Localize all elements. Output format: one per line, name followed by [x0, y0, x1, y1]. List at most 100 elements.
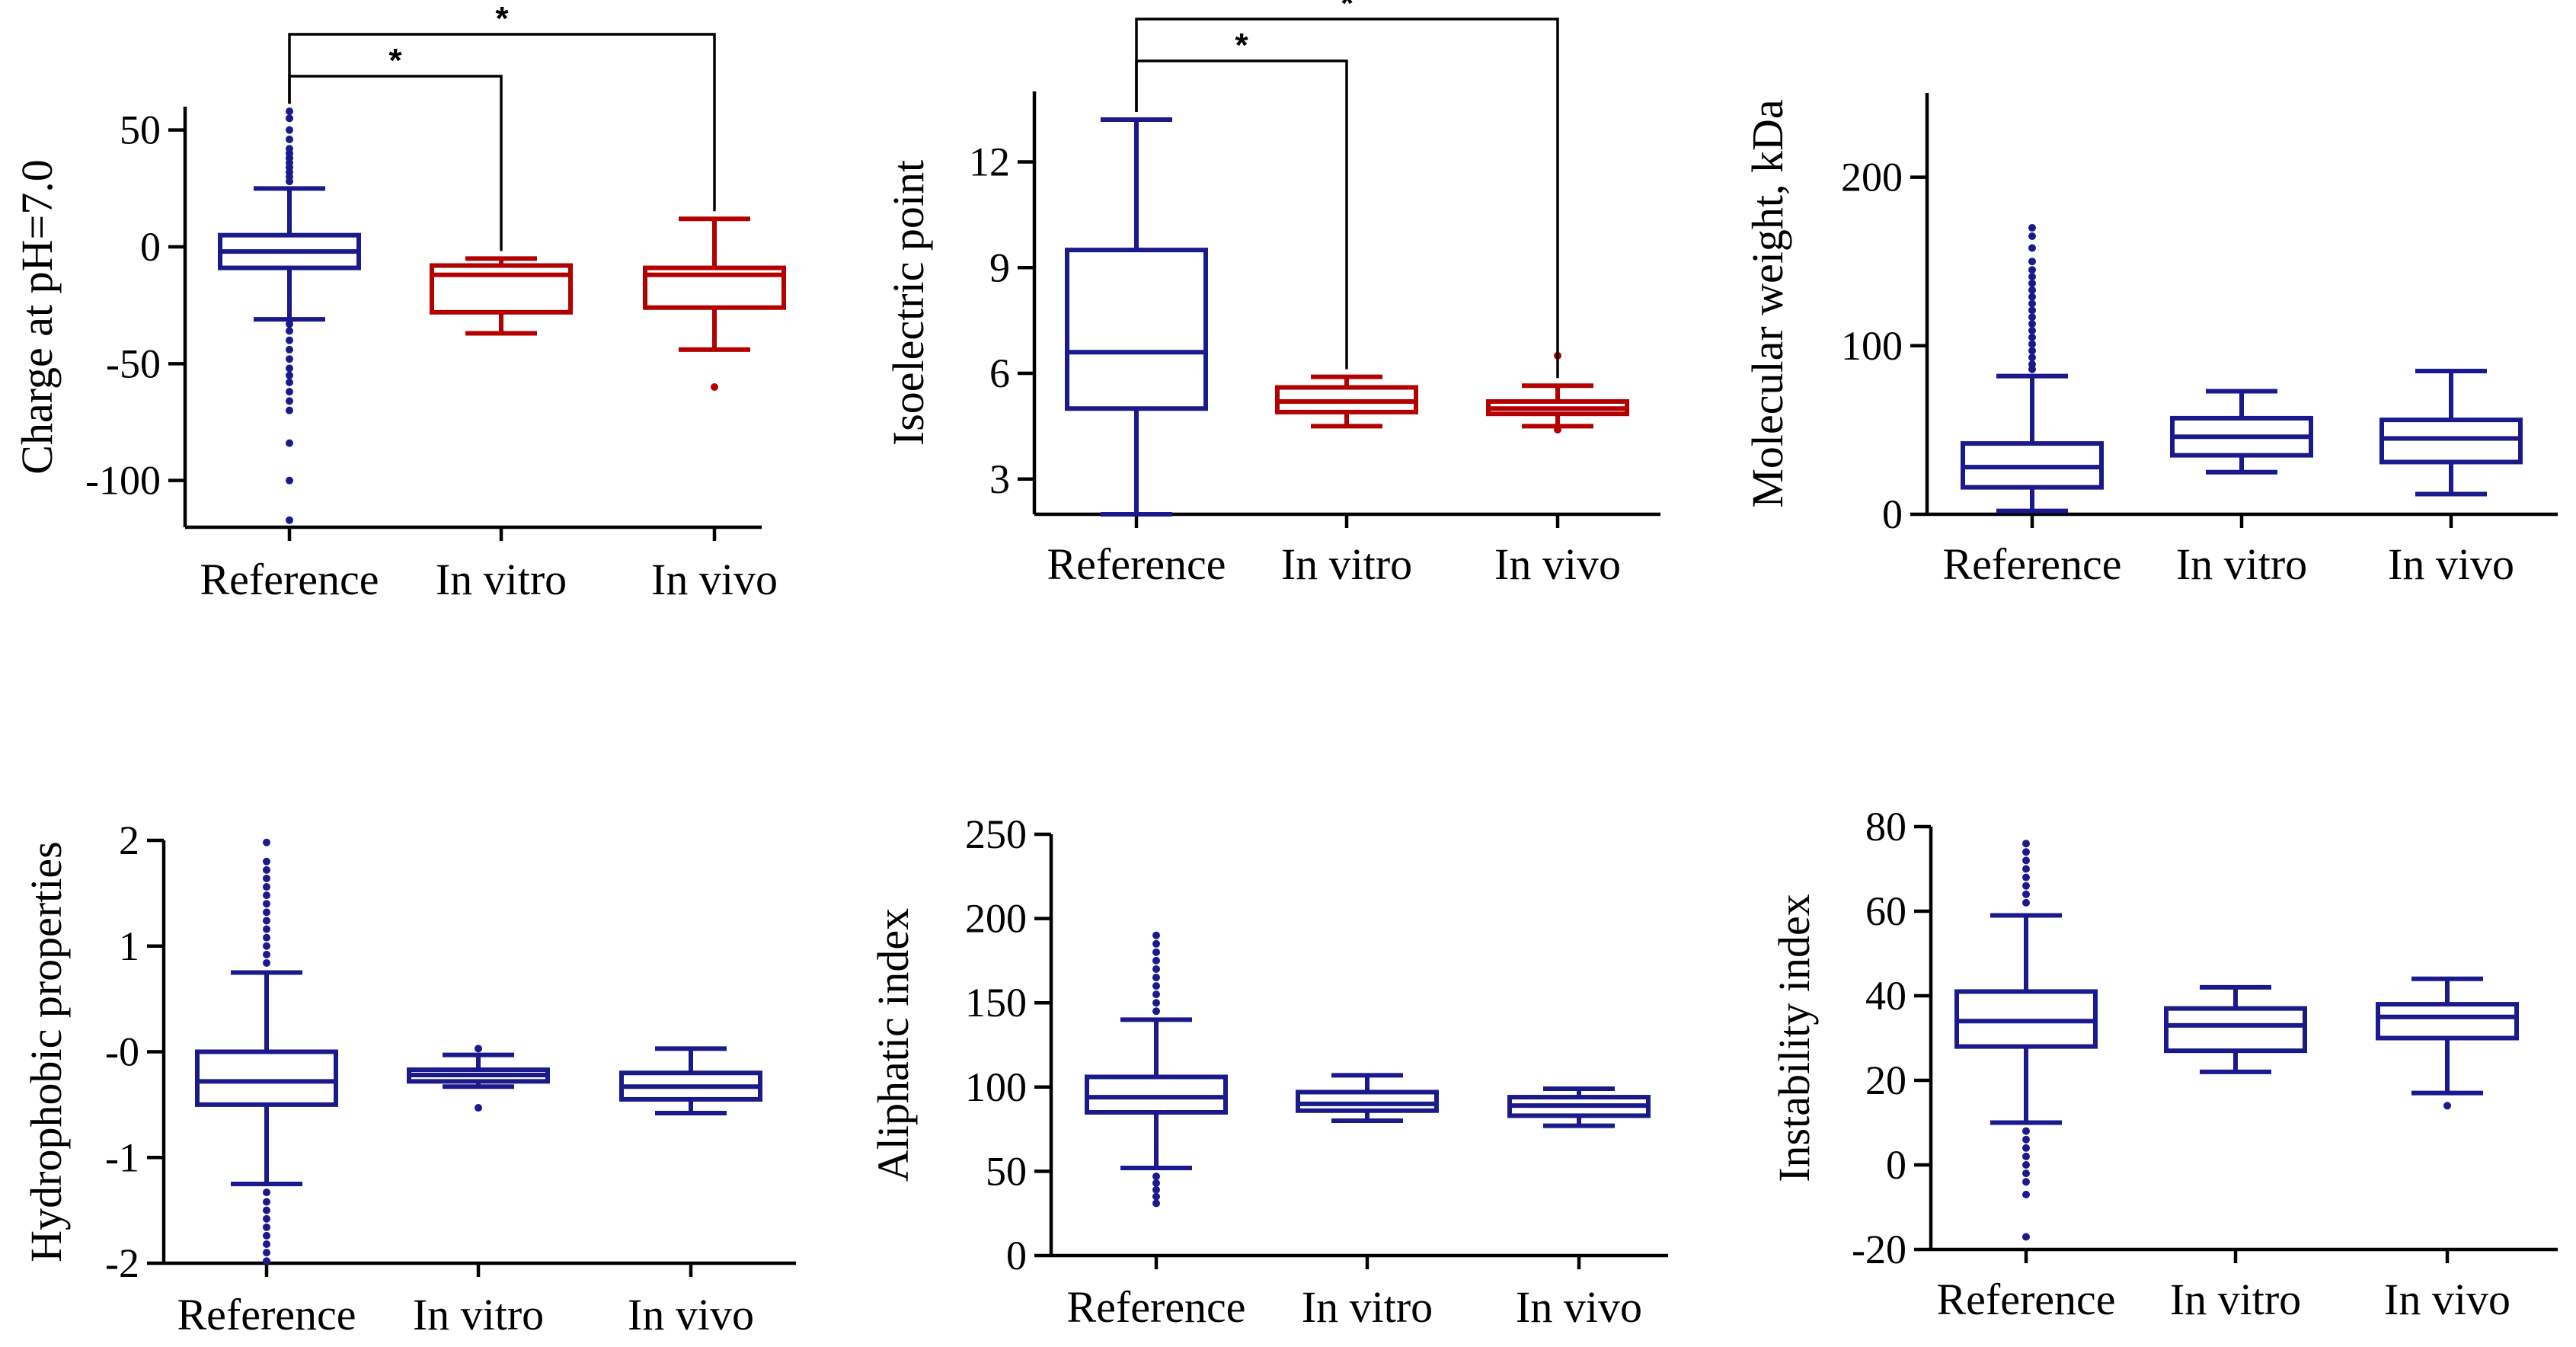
outlier-point	[286, 388, 293, 396]
y-tick-label: 9	[989, 245, 1010, 290]
y-tick-label: 2	[119, 817, 139, 863]
outlier-point	[1152, 948, 1160, 956]
outlier-point	[2022, 1178, 2030, 1186]
outlier-point	[1554, 426, 1561, 434]
outlier-point	[2022, 1144, 2030, 1152]
x-tick-label: In vivo	[1494, 539, 1621, 589]
box-reference	[195, 838, 338, 1265]
y-tick-label: 60	[1865, 888, 1906, 934]
iqr-box	[1085, 1074, 1228, 1115]
outlier-point	[263, 857, 270, 865]
outlier-point	[1152, 956, 1160, 965]
outlier-point	[286, 378, 293, 386]
box-reference	[1954, 840, 2098, 1241]
bracket-line	[288, 75, 503, 251]
outlier-point	[263, 958, 270, 967]
x-tick-label: Reference	[1066, 1282, 1245, 1332]
bracket-line	[288, 33, 716, 212]
box-in-vitro	[1296, 1073, 1439, 1124]
x-tick-label: In vitro	[2176, 539, 2307, 589]
chart-panel-2: 12 9 6 3 Reference In vitro In vivo Isoelectric…	[884, 0, 1660, 589]
y-axis-title: Molecular weight, kDa	[1743, 99, 1792, 507]
outlier-point	[2022, 1135, 2030, 1144]
outlier-point	[1152, 1179, 1160, 1187]
iqr-box	[643, 265, 786, 310]
y-tick-label: 200	[965, 896, 1027, 942]
iqr-box	[195, 1049, 338, 1107]
outlier-point	[263, 838, 270, 846]
outlier-point	[711, 383, 718, 391]
outlier-point	[286, 345, 293, 354]
significance-bracket: *	[1135, 0, 1559, 379]
outlier-point	[286, 336, 293, 344]
significance-star: *	[388, 42, 402, 79]
outlier-point	[2022, 1190, 2030, 1198]
outlier-point	[2028, 293, 2036, 301]
box-in-vivo	[643, 216, 786, 391]
outlier-point	[2028, 326, 2036, 334]
outlier-point	[2028, 266, 2036, 274]
y-tick-label: 0	[1006, 1233, 1027, 1278]
y-tick-label: 50	[986, 1148, 1027, 1194]
outlier-point	[1152, 982, 1160, 990]
y-axis-title: Instability index	[1769, 894, 1819, 1182]
x-tick-label: In vivo	[2388, 539, 2514, 589]
outlier-point	[2028, 244, 2036, 252]
x-tick-label: In vitro	[1281, 539, 1412, 589]
outlier-point	[263, 1249, 270, 1257]
y-tick-label: 50	[120, 107, 161, 153]
iqr-box	[430, 263, 573, 315]
outlier-point	[263, 891, 270, 900]
outlier-point	[2022, 1233, 2030, 1241]
box-in-vivo	[1486, 351, 1629, 434]
x-tick-label: In vivo	[628, 1290, 754, 1339]
outlier-point	[2022, 873, 2030, 881]
bracket-line	[1135, 59, 1348, 370]
outlier-point	[2028, 354, 2036, 362]
outlier-point	[286, 178, 293, 186]
outlier-point	[1152, 1185, 1160, 1194]
outlier-point	[263, 900, 270, 908]
outlier-point	[1152, 1199, 1160, 1208]
outlier-point	[1152, 1173, 1160, 1181]
y-tick-label: -50	[106, 341, 161, 386]
y-tick-label: 0	[140, 224, 161, 270]
x-tick-label: Reference	[1936, 1275, 2115, 1324]
outlier-point	[2028, 313, 2036, 322]
outlier-point	[286, 406, 293, 414]
outlier-point	[286, 126, 293, 134]
outlier-point	[1152, 974, 1160, 982]
outlier-point	[2022, 898, 2030, 907]
y-tick-label: 3	[989, 456, 1010, 502]
x-tick-label: In vivo	[2384, 1275, 2510, 1324]
outlier-point	[263, 1223, 270, 1231]
outlier-point	[2022, 1161, 2030, 1169]
outlier-point	[263, 865, 270, 874]
outlier-point	[263, 1189, 270, 1197]
box-reference	[1961, 223, 2104, 514]
x-tick-label: In vitro	[2170, 1275, 2301, 1324]
y-tick-label: 100	[965, 1064, 1027, 1110]
y-tick-label: 100	[1841, 323, 1903, 369]
y-tick-label: -2	[105, 1240, 139, 1286]
x-tick-label: In vitro	[1302, 1282, 1433, 1332]
outlier-point	[263, 1198, 270, 1206]
outlier-point	[2028, 347, 2036, 355]
significance-bracket: *	[1135, 27, 1348, 370]
outlier-point	[286, 476, 293, 485]
x-tick-label: In vivo	[651, 555, 778, 604]
y-tick-label: 150	[965, 980, 1027, 1025]
y-tick-label: 0	[1886, 1142, 1906, 1188]
outlier-point	[2022, 865, 2030, 873]
box-in-vitro	[2164, 984, 2307, 1074]
outlier-point	[2028, 232, 2036, 241]
outlier-point	[1152, 1007, 1160, 1016]
box-in-vitro	[2170, 389, 2313, 475]
box-in-vitro	[430, 256, 573, 336]
y-tick-label: 80	[1865, 804, 1906, 849]
outlier-point	[2028, 223, 2036, 232]
y-tick-label: -20	[1852, 1227, 1906, 1272]
outlier-point	[286, 355, 293, 363]
x-tick-label: In vitro	[436, 555, 567, 604]
outlier-point	[2028, 299, 2036, 308]
